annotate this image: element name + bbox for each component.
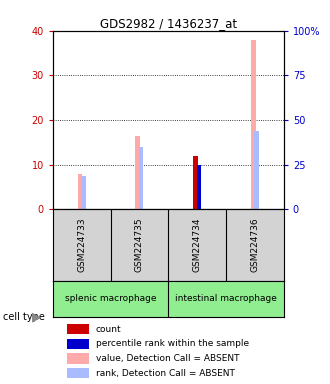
Bar bbox=[193, 156, 198, 209]
Text: intestinal macrophage: intestinal macrophage bbox=[175, 294, 277, 303]
Text: ▶: ▶ bbox=[32, 310, 42, 323]
Bar bbox=[67, 368, 89, 378]
Title: GDS2982 / 1436237_at: GDS2982 / 1436237_at bbox=[100, 17, 237, 30]
Text: GSM224733: GSM224733 bbox=[77, 218, 86, 273]
Bar bbox=[67, 354, 89, 364]
Bar bbox=[67, 339, 89, 349]
Bar bbox=[139, 147, 144, 209]
Bar bbox=[81, 176, 86, 209]
Bar bbox=[254, 131, 259, 209]
Bar bbox=[135, 136, 140, 209]
Bar bbox=[197, 165, 201, 209]
Bar bbox=[67, 324, 89, 334]
Text: GSM224736: GSM224736 bbox=[250, 218, 259, 273]
Text: splenic macrophage: splenic macrophage bbox=[65, 294, 156, 303]
Text: cell type: cell type bbox=[3, 312, 45, 322]
Text: count: count bbox=[96, 325, 121, 334]
Text: GSM224735: GSM224735 bbox=[135, 218, 144, 273]
Text: rank, Detection Call = ABSENT: rank, Detection Call = ABSENT bbox=[96, 369, 235, 378]
Text: GSM224734: GSM224734 bbox=[193, 218, 202, 272]
Text: percentile rank within the sample: percentile rank within the sample bbox=[96, 339, 249, 348]
Bar bbox=[78, 174, 82, 209]
Text: value, Detection Call = ABSENT: value, Detection Call = ABSENT bbox=[96, 354, 239, 363]
Bar bbox=[251, 40, 255, 209]
